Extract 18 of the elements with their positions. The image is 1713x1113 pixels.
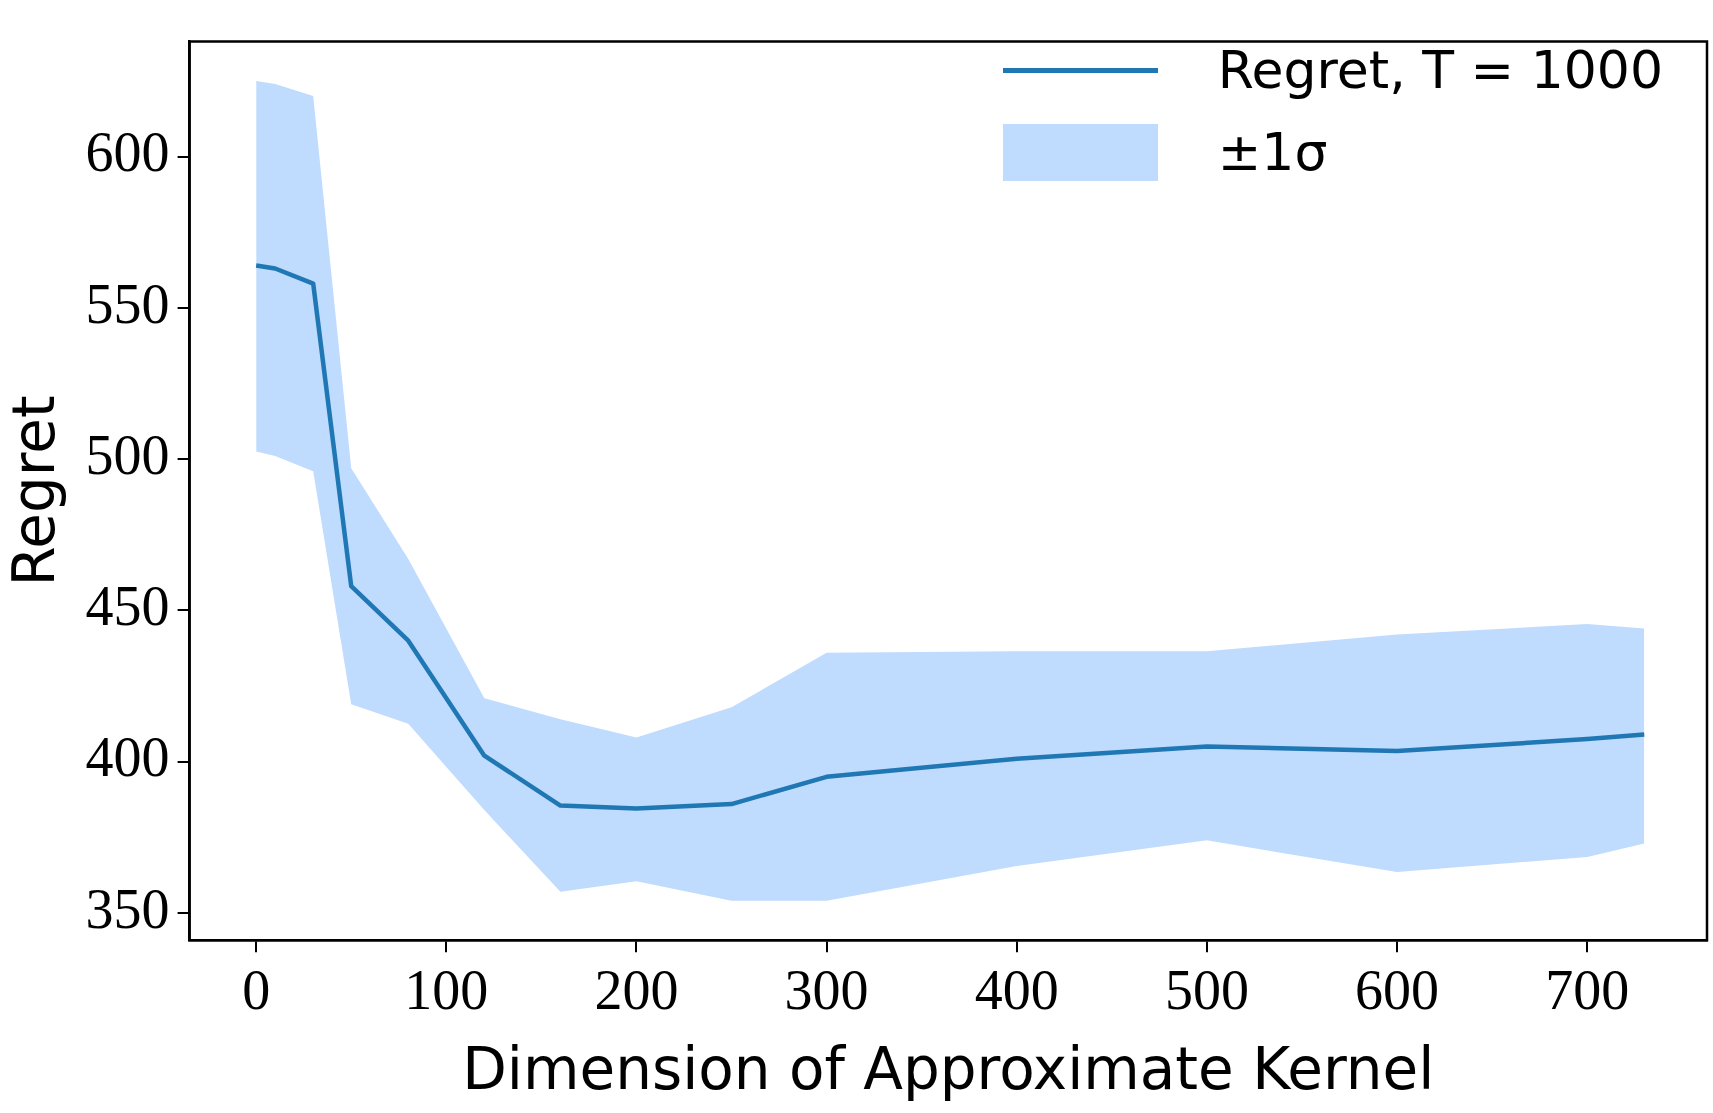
x-tick-label: 200	[594, 958, 679, 1021]
x-tick-label: 700	[1545, 958, 1630, 1021]
x-axis-title: Dimension of Approximate Kernel	[462, 1035, 1435, 1104]
x-tick-label: 600	[1355, 958, 1440, 1021]
y-tick-label: 450	[85, 575, 170, 638]
x-tick-label: 300	[784, 958, 869, 1021]
y-axis-title: Regret	[0, 395, 68, 587]
legend-label: Regret, T = 1000	[1217, 40, 1663, 100]
y-tick-label: 350	[85, 877, 170, 940]
x-tick-label: 0	[242, 958, 271, 1021]
x-tick-label: 100	[404, 958, 489, 1021]
x-tick-label: 400	[974, 958, 1059, 1021]
x-tick-label: 500	[1164, 958, 1249, 1021]
y-tick-label: 550	[85, 272, 170, 335]
legend-label: ±1σ	[1217, 122, 1328, 182]
y-tick-label: 600	[85, 121, 170, 184]
y-tick-label: 400	[85, 726, 170, 789]
y-tick-label: 500	[85, 423, 170, 486]
